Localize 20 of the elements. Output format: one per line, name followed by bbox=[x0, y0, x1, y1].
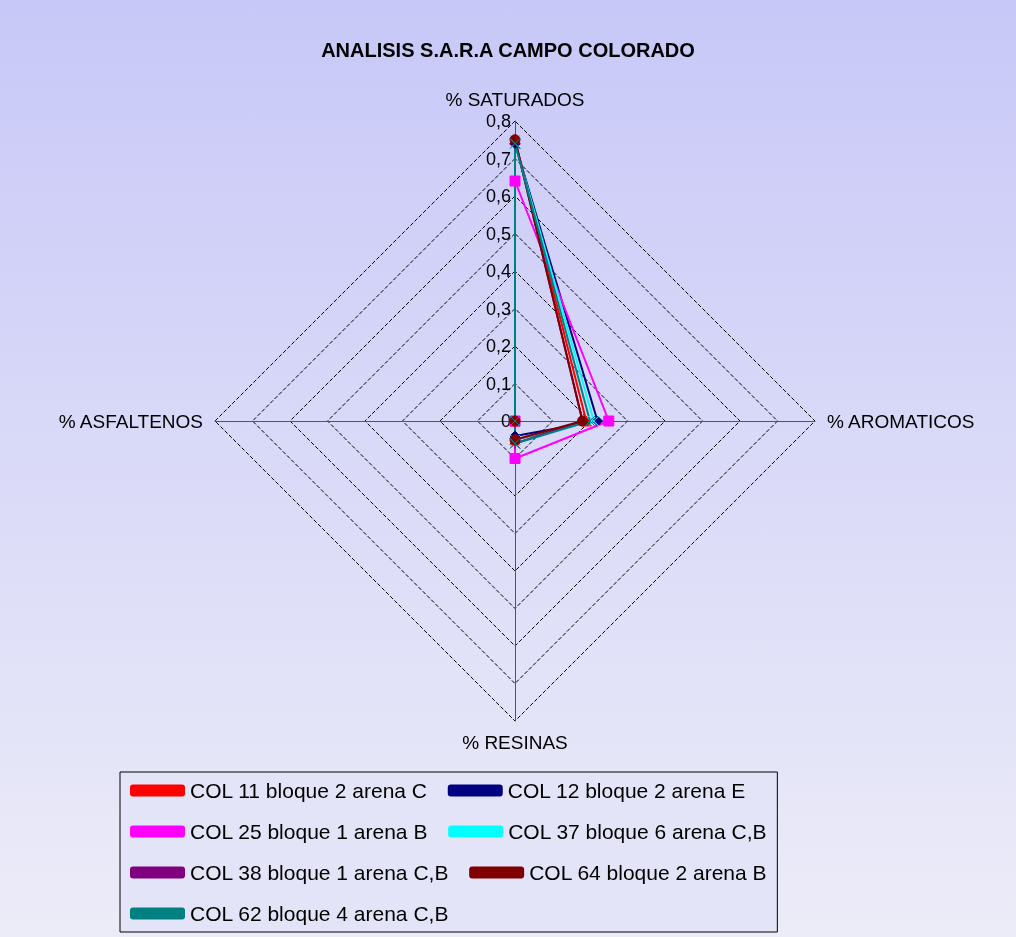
chart-title: ANALISIS S.A.R.A CAMPO COLORADO bbox=[321, 39, 695, 61]
y-tick-label: 0,7 bbox=[485, 148, 511, 169]
y-tick-label: 0,2 bbox=[485, 336, 511, 356]
legend-label: COL 38 bloque 1 arena C,B bbox=[190, 861, 449, 884]
legend-label: COL 62 bloque 4 arena C,B bbox=[190, 902, 449, 925]
y-tick-label: 0,1 bbox=[485, 373, 511, 394]
spoke-label: % SATURADOS bbox=[445, 89, 585, 110]
spoke-label: % ASFALTENOS bbox=[58, 410, 203, 432]
y-tick-label: 0,8 bbox=[485, 111, 511, 131]
y-tick-label: 0,3 bbox=[485, 298, 511, 319]
y-tick-label: 0,5 bbox=[485, 223, 511, 244]
legend-label: COL 37 bloque 6 arena C,B bbox=[508, 820, 767, 843]
legend-label: COL 11 bloque 2 arena C bbox=[190, 779, 427, 802]
legend-label: COL 64 bloque 2 arena B bbox=[529, 861, 767, 884]
legend-label: COL 25 bloque 1 arena B bbox=[190, 820, 428, 843]
legend-label: COL 12 bloque 2 arena E bbox=[507, 779, 746, 802]
y-tick-label: 0,6 bbox=[485, 186, 511, 206]
spoke-label: % RESINAS bbox=[462, 732, 568, 753]
spoke-label: % AROMATICOS bbox=[827, 410, 975, 432]
y-tick-label: 0,4 bbox=[485, 261, 511, 281]
